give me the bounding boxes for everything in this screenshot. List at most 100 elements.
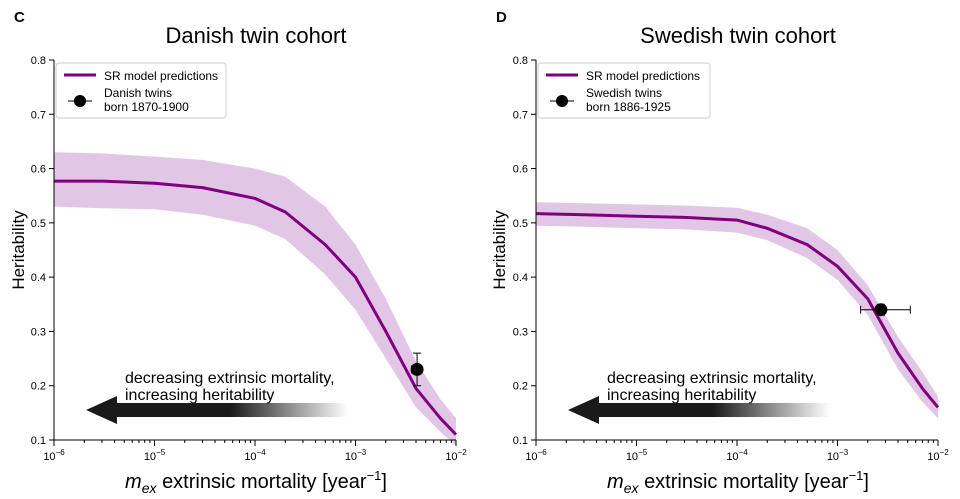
confidence-band-d — [536, 202, 938, 419]
x-ticks-c: 10−6 10−5 10−4 10−3 10−2 — [43, 440, 467, 463]
y-tick-label: 0.3 — [513, 326, 528, 338]
y-tick-label: 0.8 — [513, 55, 528, 67]
xlabel-d: mex extrinsic mortality [year−1] — [607, 468, 869, 496]
y-tick-label: 0.5 — [513, 218, 528, 230]
legend-point-label-2-c: born 1870-1900 — [104, 100, 189, 114]
x-tick-base: 10 — [525, 451, 537, 463]
y-ticks-d: 0.1 0.2 0.3 0.4 0.5 0.6 0.7 0.8 — [513, 55, 536, 447]
legend-marker-d — [556, 95, 568, 107]
axes-d: 0.10.20.30.40.50.60.70.8 10−6 10−5 10−4 10−… — [513, 55, 950, 463]
x-tick-base: 10 — [927, 451, 939, 463]
data-points-d — [860, 303, 911, 317]
annotation-line1-d: decreasing extrinsic mortality, — [607, 370, 817, 387]
arrow-left-d — [568, 396, 830, 424]
x-tick-base: 10 — [827, 451, 839, 463]
y-tick-label: 0.1 — [513, 435, 528, 447]
y-tick-label: 0.4 — [31, 272, 46, 284]
x-tick-base: 10 — [144, 451, 156, 463]
chart-title-c: Danish twin cohort — [166, 23, 347, 48]
legend-point-label-2-d: born 1886-1925 — [586, 100, 671, 114]
x-ticks-d: 10−6 10−5 10−4 10−3 10−2 — [525, 440, 949, 463]
x-label-subscript-c: ex — [142, 480, 158, 496]
x-label-exponent-c: −1 — [367, 468, 382, 483]
x-tick-exponent: −6 — [56, 448, 66, 457]
x-tick-exponent: −2 — [458, 448, 468, 457]
y-tick-label: 0.6 — [31, 164, 46, 176]
x-label-subscript-d: ex — [624, 480, 640, 496]
data-point-marker — [410, 362, 424, 376]
x-tick-label: 10−3 — [827, 448, 849, 463]
x-tick-exponent: −5 — [156, 448, 166, 457]
x-axis-label-c: mex extrinsic mortality [year−1] — [125, 468, 387, 496]
x-tick-exponent: −6 — [538, 448, 548, 457]
series-line-c — [54, 179, 458, 436]
x-label-close-c: ] — [381, 471, 387, 493]
legend-d: SR model predictions Swedish twins born … — [537, 62, 711, 119]
panel-c: C Danish twin cohort Heritability 0.1 0.2… — [9, 9, 467, 496]
axes-c: 0.10.20.30.40.50.60.70.8 10−6 10−5 10−4 10−… — [31, 55, 468, 463]
x-tick-exponent: −5 — [638, 448, 648, 457]
legend-line-label-c: SR model predictions — [104, 69, 218, 83]
annotation-line2-c: increasing heritability — [125, 387, 274, 404]
ylabel-d: Heritability — [490, 210, 509, 290]
legend-box-c — [55, 62, 227, 119]
x-label-exponent-d: −1 — [849, 468, 864, 483]
x-tick-label: 10−6 — [43, 448, 65, 463]
x-tick-label: 10−2 — [927, 448, 949, 463]
x-tick-exponent: −3 — [357, 448, 367, 457]
legend-c: SR model predictions Danish twins born 1… — [55, 62, 227, 119]
plot-area-c — [54, 152, 458, 446]
x-tick-base: 10 — [244, 451, 256, 463]
x-axis-label-d: mex extrinsic mortality [year−1] — [607, 468, 869, 496]
x-tick-label: 10−5 — [144, 448, 166, 463]
legend-box-d — [537, 62, 711, 119]
xlabel-c: mex extrinsic mortality [year−1] — [125, 468, 387, 496]
y-tick-label: 0.7 — [31, 109, 46, 121]
x-tick-label: 10−4 — [726, 448, 748, 463]
y-axis-label-d: Heritability — [490, 210, 509, 290]
x-tick-label: 10−2 — [445, 448, 467, 463]
x-label-symbol-c: m — [125, 471, 142, 493]
legend-point-label-1-c: Danish twins — [104, 86, 172, 100]
x-tick-label: 10−3 — [345, 448, 367, 463]
chart-title-d: Swedish twin cohort — [640, 23, 836, 48]
panel-label-c: C — [14, 9, 25, 26]
legend-marker-c — [74, 95, 86, 107]
arrow-left-c — [86, 396, 348, 424]
y-axis-label-c: Heritability — [9, 210, 28, 290]
x-tick-exponent: −4 — [739, 448, 749, 457]
x-tick-base: 10 — [726, 451, 738, 463]
y-tick-label: 0.7 — [513, 109, 528, 121]
x-tick-label: 10−6 — [525, 448, 547, 463]
x-tick-base: 10 — [345, 451, 357, 463]
x-label-text-c: extrinsic mortality [year — [162, 471, 367, 493]
y-tick-label: 0.5 — [31, 218, 46, 230]
plot-area-d — [535, 202, 940, 419]
y-tick-label: 0.1 — [31, 435, 46, 447]
x-tick-base: 10 — [43, 451, 55, 463]
panel-label-d: D — [496, 9, 507, 26]
series-line-d — [535, 212, 940, 409]
legend-line-label-d: SR model predictions — [586, 69, 700, 83]
x-tick-exponent: −2 — [940, 448, 950, 457]
ylabel-c: Heritability — [9, 210, 28, 290]
x-tick-exponent: −4 — [257, 448, 267, 457]
annotation-c: decreasing extrinsic mortality, increasi… — [86, 370, 348, 424]
annotation-line2-d: increasing heritability — [607, 387, 756, 404]
y-tick-label: 0.8 — [31, 55, 46, 67]
y-tick-label: 0.3 — [31, 326, 46, 338]
x-label-symbol-d: m — [607, 471, 624, 493]
x-tick-label: 10−5 — [626, 448, 648, 463]
y-tick-label: 0.6 — [513, 164, 528, 176]
x-tick-base: 10 — [445, 451, 457, 463]
annotation-line1-c: decreasing extrinsic mortality, — [125, 370, 335, 387]
y-tick-label: 0.2 — [513, 381, 528, 393]
data-point-marker — [874, 303, 888, 317]
x-label-text-d: extrinsic mortality [year — [644, 471, 849, 493]
x-tick-label: 10−4 — [244, 448, 266, 463]
y-ticks-c: 0.1 0.2 0.3 0.4 0.5 0.6 0.7 0.8 — [31, 55, 54, 447]
y-tick-label: 0.4 — [513, 272, 528, 284]
x-label-close-d: ] — [863, 471, 869, 493]
legend-point-label-1-d: Swedish twins — [586, 86, 662, 100]
